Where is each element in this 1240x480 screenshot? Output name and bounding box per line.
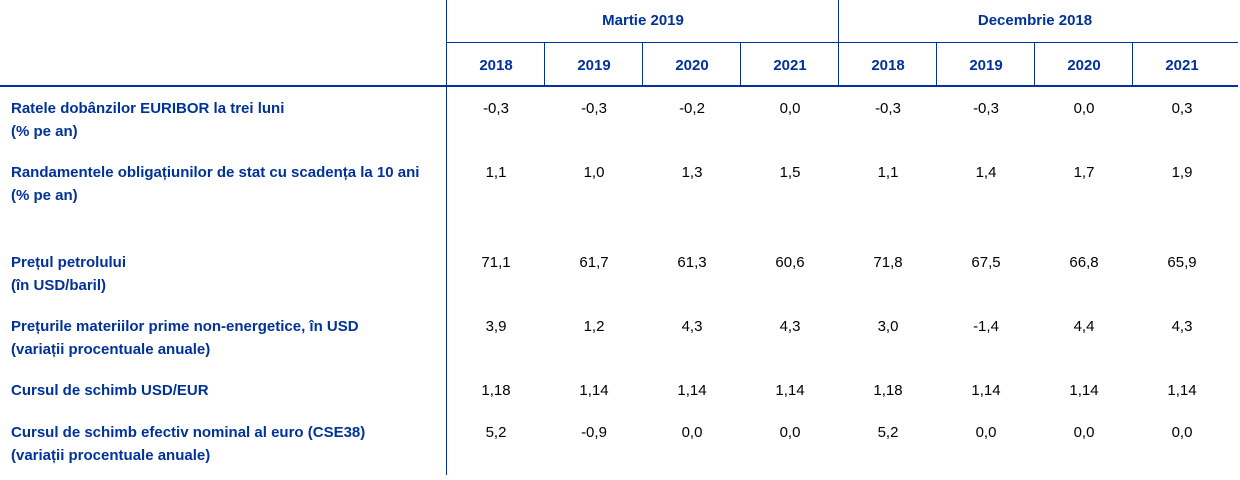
row-label: Ratele dobânzilor EURIBOR la trei luni (%… bbox=[11, 97, 443, 143]
divider bbox=[0, 85, 1238, 87]
cell-value: 4,3 bbox=[1171, 318, 1193, 335]
cell-value: 1,14 bbox=[677, 382, 707, 399]
row-label: Cursul de schimb USD/EUR bbox=[11, 379, 443, 402]
label-text: Prețurile materiilor prime non-energetic… bbox=[11, 318, 359, 335]
cell-value: -1,4 bbox=[973, 318, 999, 335]
group-header: Martie 2019 bbox=[602, 12, 684, 29]
cell-value: -0,3 bbox=[973, 100, 999, 117]
divider bbox=[838, 0, 839, 86]
cell-value: 4,3 bbox=[779, 318, 801, 335]
cell-value: 0,0 bbox=[975, 424, 997, 441]
divider bbox=[740, 43, 741, 86]
label-text: Cursul de schimb USD/EUR bbox=[11, 382, 209, 399]
cell-value: -0,9 bbox=[581, 424, 607, 441]
year-header: 2019 bbox=[577, 57, 611, 74]
cell-value: 0,0 bbox=[1171, 424, 1193, 441]
cell-value: 1,0 bbox=[583, 164, 605, 181]
cell-value: 0,0 bbox=[779, 424, 801, 441]
divider bbox=[642, 43, 643, 86]
row-label: Randamentele obligațiunilor de stat cu s… bbox=[11, 161, 443, 207]
unit-text: (variații procentuale anuale) bbox=[11, 341, 211, 358]
unit-text: (% pe an) bbox=[11, 123, 78, 140]
year-header: 2021 bbox=[1165, 57, 1199, 74]
cell-value: 1,14 bbox=[971, 382, 1001, 399]
cell-value: 1,18 bbox=[481, 382, 511, 399]
divider bbox=[1034, 43, 1035, 86]
cell-value: -0,3 bbox=[581, 100, 607, 117]
cell-value: 1,14 bbox=[775, 382, 805, 399]
label-text: Ratele dobânzilor EURIBOR la trei luni bbox=[11, 100, 285, 117]
cell-value: 61,3 bbox=[677, 254, 707, 271]
cell-value: 1,3 bbox=[681, 164, 703, 181]
divider bbox=[936, 43, 937, 86]
cell-value: 1,18 bbox=[873, 382, 903, 399]
cell-value: 4,4 bbox=[1073, 318, 1095, 335]
divider bbox=[446, 42, 1238, 43]
cell-value: 71,1 bbox=[481, 254, 511, 271]
unit-text: (în USD/baril) bbox=[11, 277, 107, 294]
cell-value: -0,3 bbox=[875, 100, 901, 117]
cell-value: 4,3 bbox=[681, 318, 703, 335]
cell-value: 0,0 bbox=[1073, 424, 1095, 441]
unit-text: (variații procentuale anuale) bbox=[11, 447, 211, 464]
cell-value: 1,14 bbox=[1167, 382, 1197, 399]
cell-value: 1,4 bbox=[975, 164, 997, 181]
divider bbox=[544, 43, 545, 86]
divider bbox=[446, 0, 447, 475]
cell-value: 0,0 bbox=[681, 424, 703, 441]
cell-value: 1,1 bbox=[877, 164, 899, 181]
cell-value: 67,5 bbox=[971, 254, 1001, 271]
year-header: 2020 bbox=[1067, 57, 1101, 74]
cell-value: -0,2 bbox=[679, 100, 705, 117]
cell-value: 1,5 bbox=[779, 164, 801, 181]
cell-value: 3,0 bbox=[877, 318, 899, 335]
cell-value: 66,8 bbox=[1069, 254, 1099, 271]
cell-value: 0,3 bbox=[1171, 100, 1193, 117]
cell-value: 1,2 bbox=[583, 318, 605, 335]
cell-value: 1,14 bbox=[1069, 382, 1099, 399]
cell-value: 3,9 bbox=[485, 318, 507, 335]
unit-text: (% pe an) bbox=[11, 187, 78, 204]
cell-value: 65,9 bbox=[1167, 254, 1197, 271]
cell-value: 71,8 bbox=[873, 254, 903, 271]
cell-value: 1,7 bbox=[1073, 164, 1095, 181]
year-header: 2018 bbox=[871, 57, 905, 74]
year-header: 2021 bbox=[773, 57, 807, 74]
divider bbox=[1132, 43, 1133, 86]
cell-value: 1,14 bbox=[579, 382, 609, 399]
row-label: Cursul de schimb efectiv nominal al euro… bbox=[11, 421, 443, 467]
year-header: 2019 bbox=[969, 57, 1003, 74]
cell-value: 5,2 bbox=[877, 424, 899, 441]
label-text: Prețul petrolului bbox=[11, 254, 127, 271]
cell-value: 0,0 bbox=[1073, 100, 1095, 117]
cell-value: -0,3 bbox=[483, 100, 509, 117]
row-label: Prețul petrolului (în USD/baril) bbox=[11, 251, 443, 297]
label-text: Randamentele obligațiunilor de stat cu s… bbox=[11, 164, 420, 181]
group-header: Decembrie 2018 bbox=[977, 12, 1093, 29]
cell-value: 5,2 bbox=[485, 424, 507, 441]
cell-value: 1,9 bbox=[1171, 164, 1193, 181]
cell-value: 60,6 bbox=[775, 254, 805, 271]
label-text: Cursul de schimb efectiv nominal al euro… bbox=[11, 424, 366, 441]
cell-value: 1,1 bbox=[485, 164, 507, 181]
cell-value: 61,7 bbox=[579, 254, 609, 271]
cell-value: 0,0 bbox=[779, 100, 801, 117]
year-header: 2020 bbox=[675, 57, 709, 74]
row-label: Prețurile materiilor prime non-energetic… bbox=[11, 315, 443, 361]
year-header: 2018 bbox=[479, 57, 513, 74]
